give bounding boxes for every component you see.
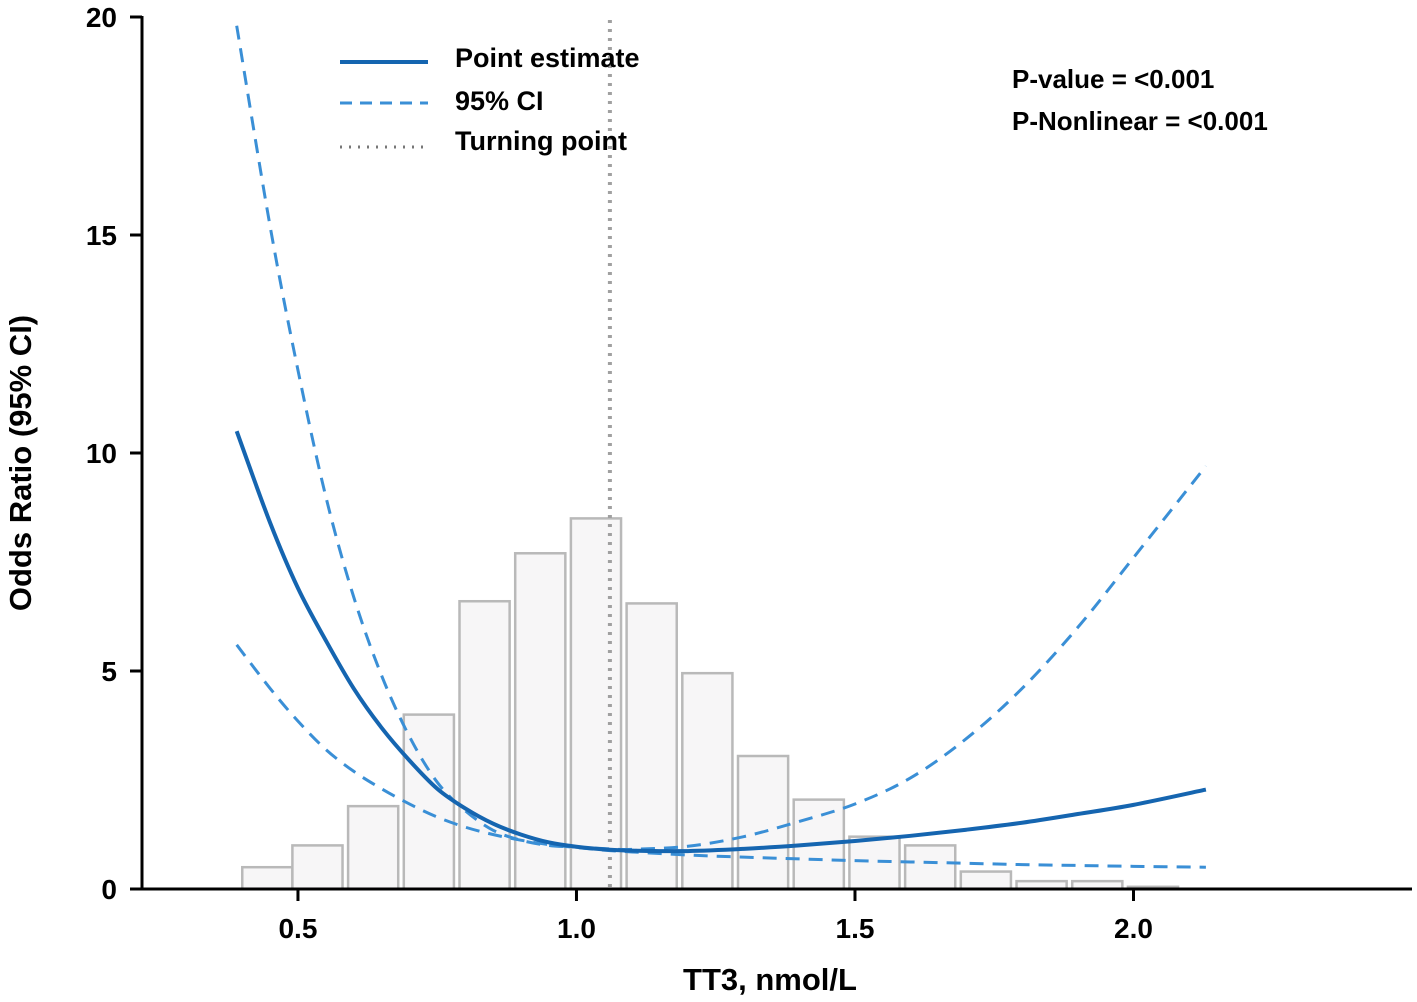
y-tick-label-4: 20 (86, 2, 117, 33)
legend-label-ci: 95% CI (455, 86, 544, 116)
histogram-bar-6 (569, 517, 623, 891)
y-tick-label-1: 5 (101, 656, 117, 687)
y-tick-label-2: 10 (86, 438, 117, 469)
x-tick-label-1: 1.0 (557, 913, 596, 944)
histogram-bar-9 (736, 754, 790, 891)
y-tick-label-3: 15 (86, 220, 117, 251)
y-tick-label-0: 0 (101, 874, 117, 905)
histogram-bar-13 (959, 870, 1013, 891)
histogram-bar-0 (241, 865, 294, 891)
legend-label-turning-point: Turning point (455, 126, 627, 156)
curves (234, 25, 1208, 869)
histogram-bar-7 (625, 602, 678, 891)
p-value-annotation: P-value = <0.001 (1012, 64, 1214, 94)
histogram (241, 517, 1180, 891)
histogram-bar-11 (848, 835, 901, 891)
x-tick-label-0: 0.5 (278, 913, 317, 944)
x-tick-label-3: 2.0 (1114, 913, 1153, 944)
x-tick-label-2: 1.5 (836, 913, 875, 944)
histogram-bar-4 (458, 599, 511, 891)
axis-ticks: 0.5 1.0 1.5 2.0 0 5 10 15 20 (86, 2, 1153, 944)
histogram-bar-12 (903, 844, 957, 891)
histogram-bar-2 (346, 804, 400, 891)
ci-lower-line (235, 643, 1206, 869)
legend-label-point-estimate: Point estimate (455, 43, 640, 73)
histogram-bar-1 (291, 844, 344, 891)
p-nonlinear-annotation: P-Nonlinear = <0.001 (1012, 106, 1268, 136)
legend: Point estimate 95% CI Turning point (340, 43, 640, 156)
histogram-bar-5 (513, 552, 567, 891)
y-axis-label: Odds Ratio (95% CI) (3, 315, 38, 611)
x-axis-label: TT3, nmol/L (683, 962, 857, 997)
point-estimate-line (234, 430, 1207, 854)
